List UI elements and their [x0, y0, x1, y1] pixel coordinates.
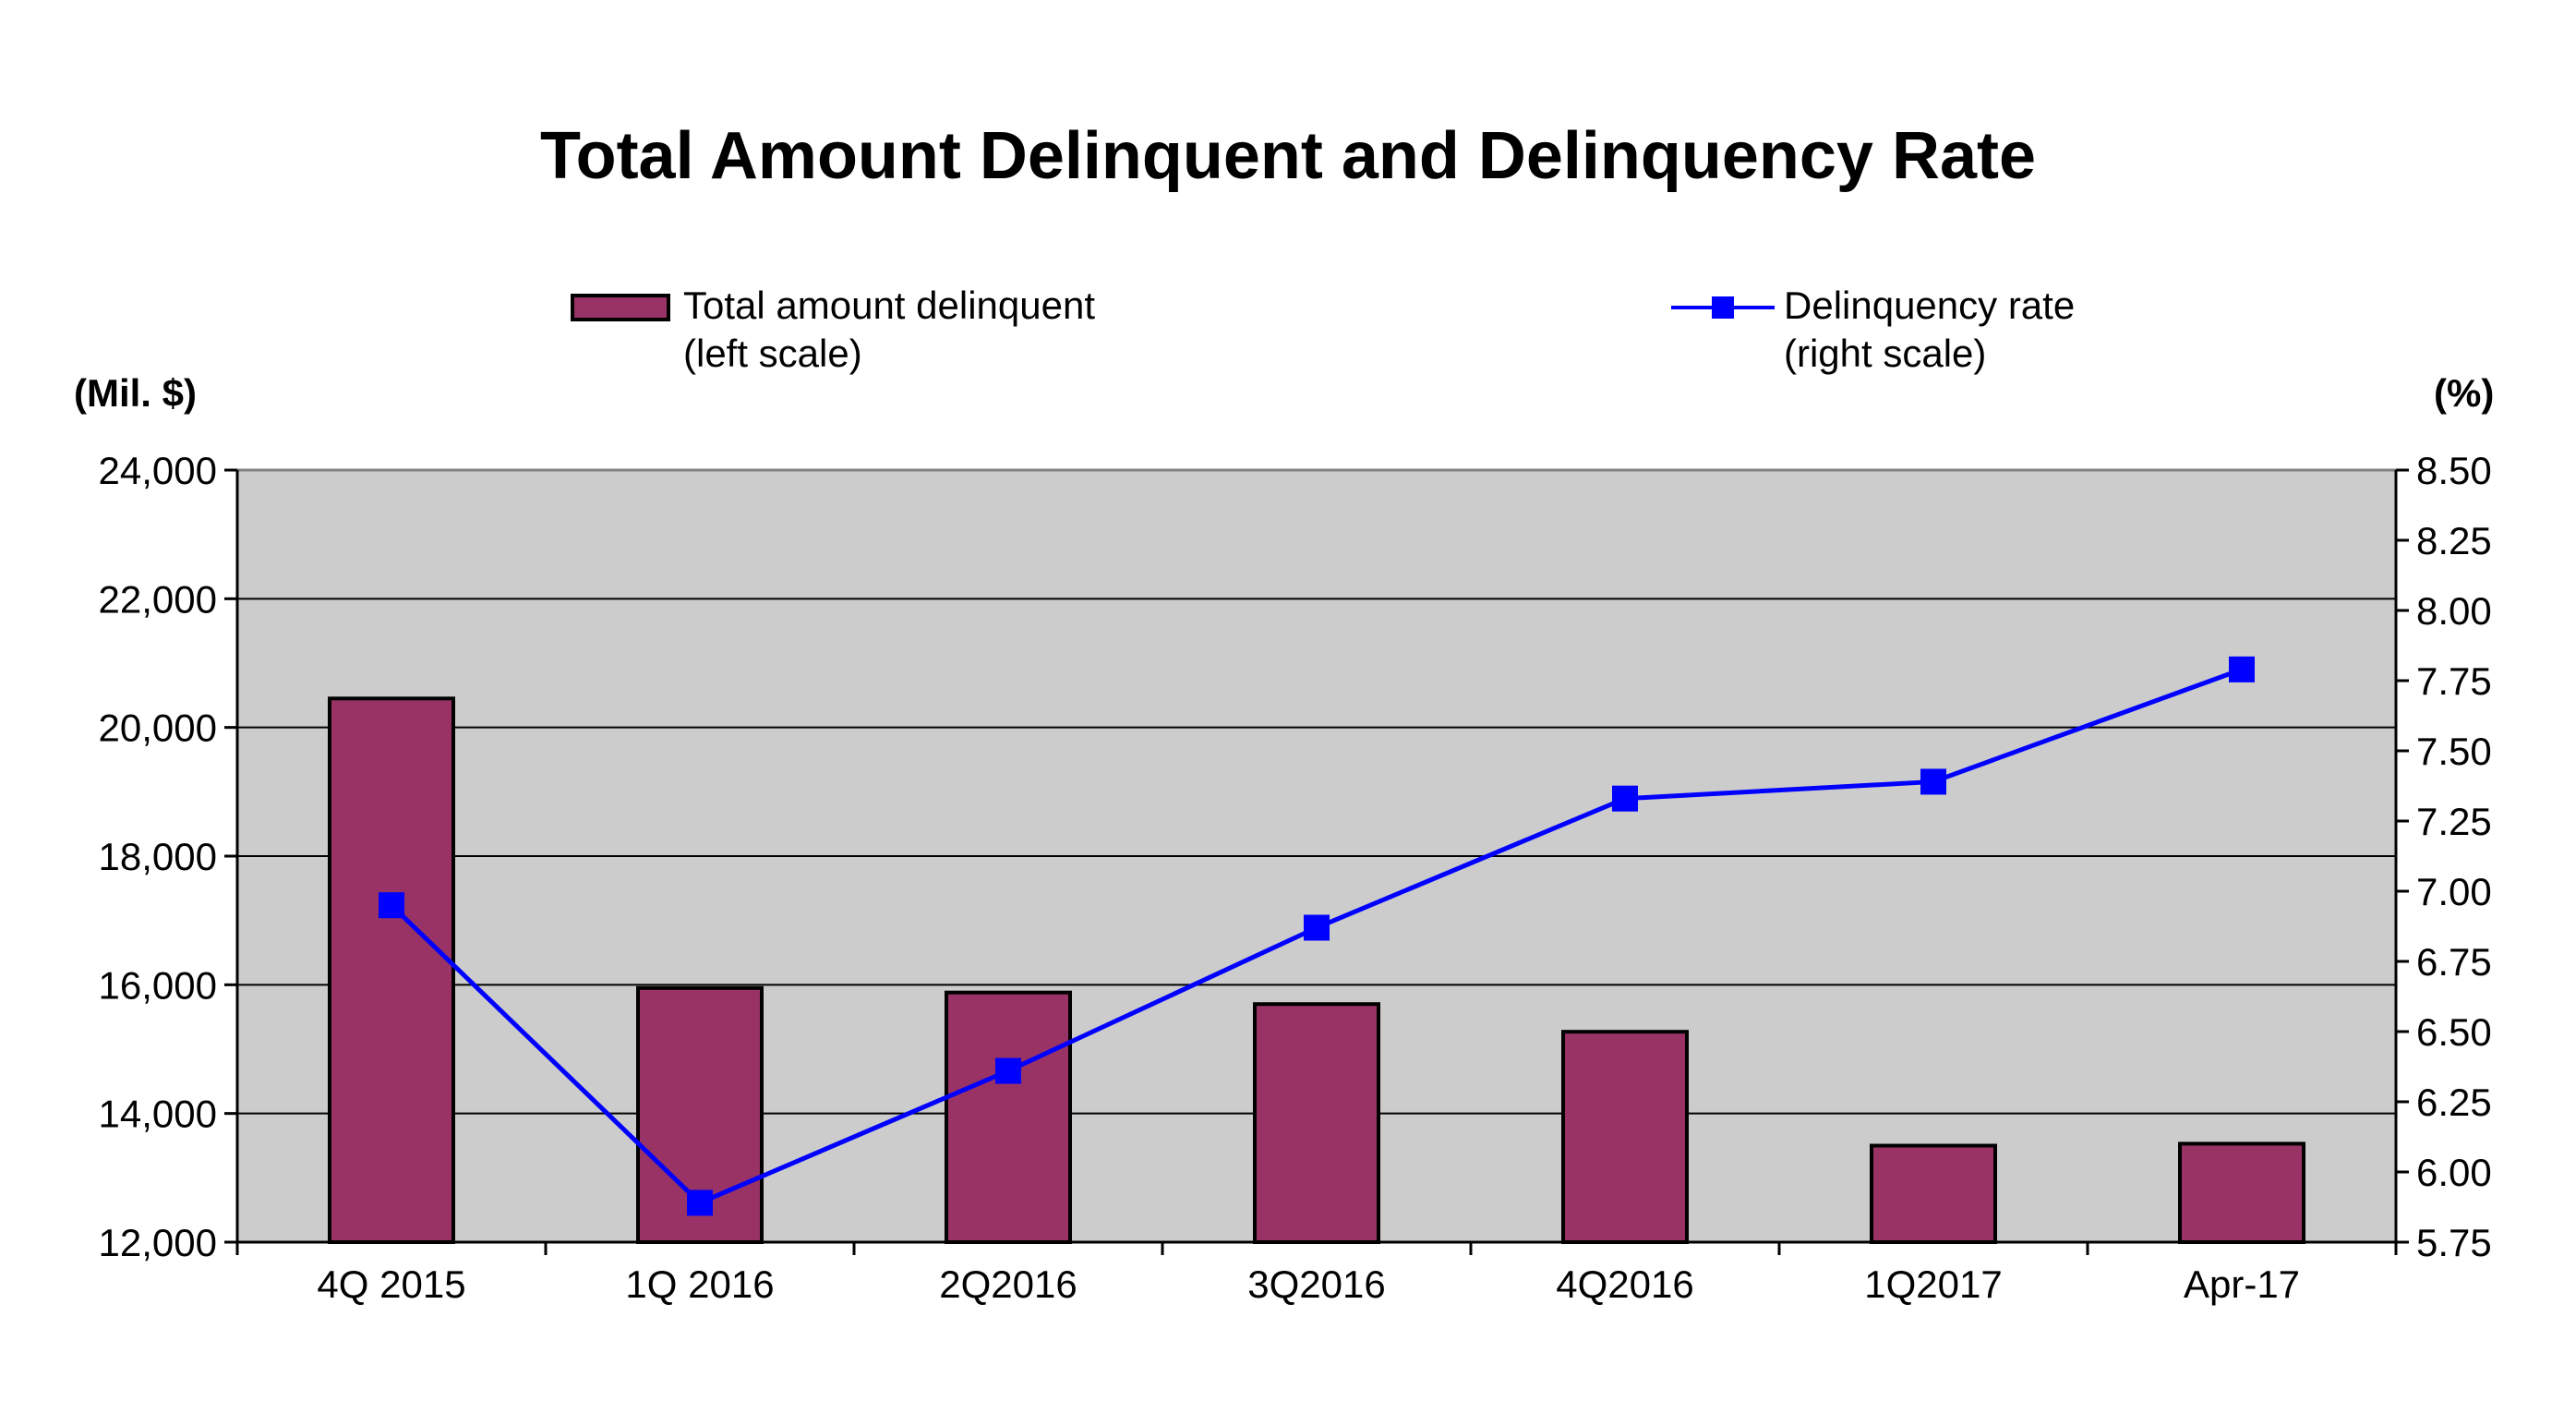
x-tick-label: 2Q2016 [939, 1262, 1077, 1306]
right-tick-label: 5.75 [2416, 1221, 2492, 1264]
right-tick-label: 7.50 [2416, 730, 2492, 773]
right-tick-label: 7.00 [2416, 870, 2492, 913]
bar [328, 696, 455, 1244]
left-tick-label: 14,000 [99, 1093, 217, 1136]
x-tick-label: 1Q2017 [1864, 1262, 2002, 1306]
rate-marker [995, 1057, 1021, 1084]
left-tick-label: 24,000 [99, 449, 217, 492]
legend-label-bar: Total amount delinquent [683, 284, 1095, 327]
left-tick-label: 18,000 [99, 835, 217, 878]
right-tick-label: 7.75 [2416, 659, 2492, 703]
bar [2178, 1141, 2305, 1245]
x-tick-label: 4Q 2015 [317, 1262, 465, 1306]
legend-swatch-line [1671, 296, 1775, 319]
legend-label-line: Delinquency rate [1784, 284, 2076, 327]
bar [1870, 1143, 1997, 1244]
bar [945, 990, 1072, 1245]
left-tick-label: 16,000 [99, 963, 217, 1007]
left-tick-label: 20,000 [99, 706, 217, 750]
x-tick-label: 1Q 2016 [625, 1262, 774, 1306]
chart-title: Total Amount Delinquent and Delinquency … [539, 119, 2037, 193]
rate-marker [379, 892, 404, 919]
right-tick-label: 6.00 [2416, 1151, 2492, 1194]
rate-marker [1304, 914, 1330, 941]
right-tick-label: 6.75 [2416, 940, 2492, 984]
right-tick-label: 7.25 [2416, 800, 2492, 843]
bar [1561, 1030, 1689, 1244]
right-tick-label: 8.00 [2416, 589, 2492, 633]
x-tick-label: 4Q2016 [1556, 1262, 1693, 1306]
left-axis-unit-label: (Mil. $) [74, 371, 197, 415]
legend-note-bar: (left scale) [683, 332, 862, 375]
rate-marker [2229, 656, 2255, 682]
right-tick-label: 6.50 [2416, 1010, 2492, 1054]
right-tick-label: 6.25 [2416, 1081, 2492, 1124]
left-tick-label: 22,000 [99, 577, 217, 621]
x-tick-label: Apr-17 [2184, 1262, 2300, 1306]
right-tick-label: 8.25 [2416, 519, 2492, 562]
rate-marker [1920, 768, 1946, 795]
legend-item-bar: Total amount delinquent (left scale) [683, 282, 1095, 378]
x-tick-label: 3Q2016 [1247, 1262, 1385, 1306]
legend-swatch-bar [571, 294, 670, 321]
left-tick-label: 12,000 [99, 1221, 217, 1264]
legend-note-line: (right scale) [1784, 332, 1987, 375]
right-tick-label: 8.50 [2416, 449, 2492, 492]
right-axis-unit-label: (%) [2434, 371, 2495, 415]
rate-marker [687, 1190, 713, 1216]
rate-marker [1612, 785, 1638, 812]
legend-item-line: Delinquency rate (right scale) [1784, 282, 2075, 378]
bar [1253, 1002, 1380, 1244]
